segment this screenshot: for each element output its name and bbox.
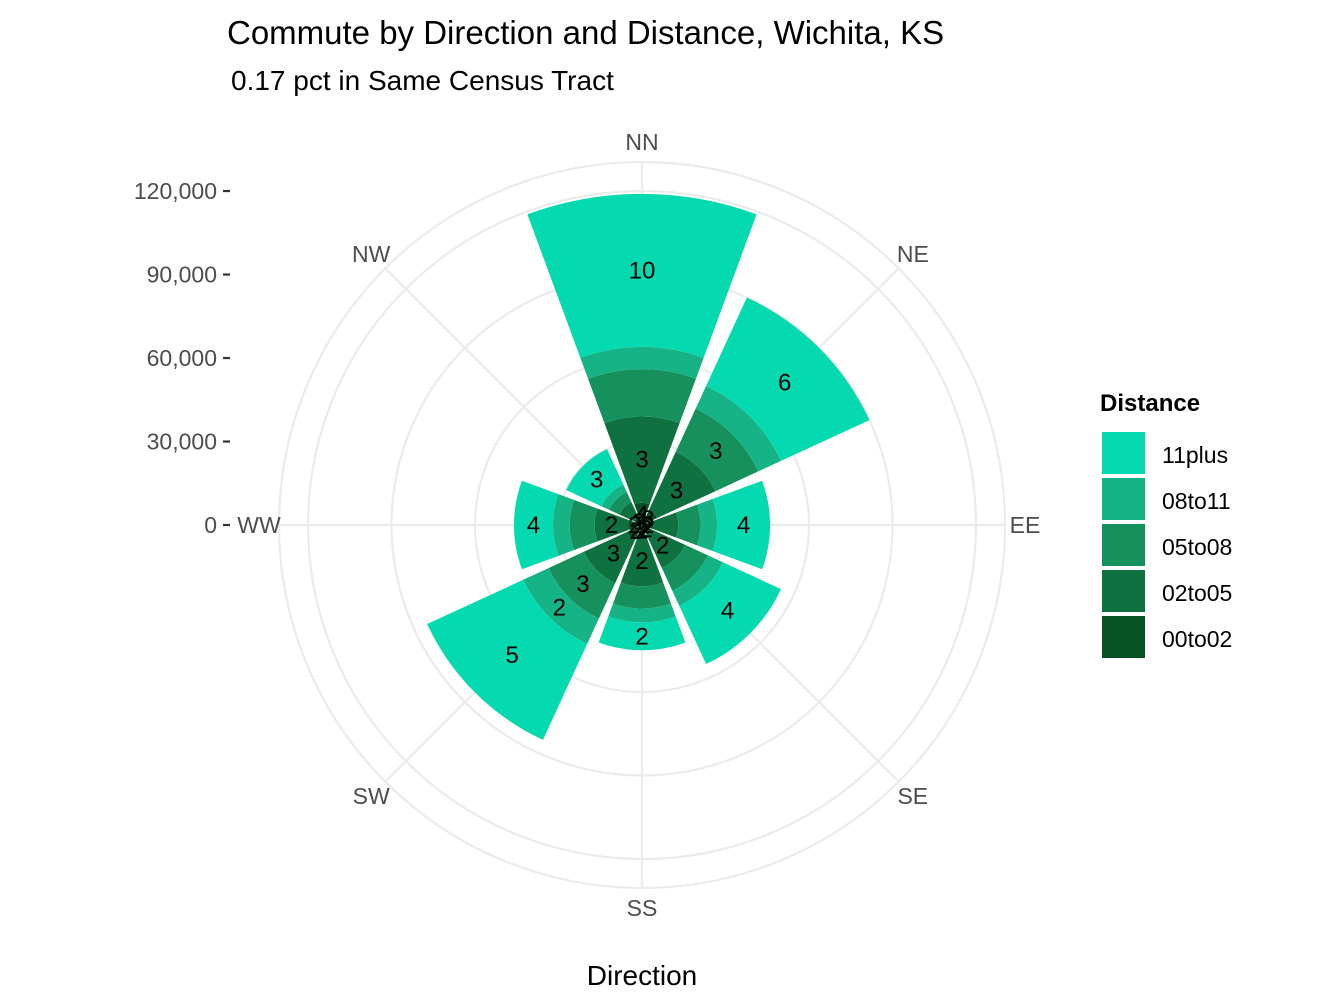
bar-label-ww-11plus: 4	[527, 512, 540, 539]
direction-label-ee: EE	[1010, 512, 1041, 538]
bar-ne-00to02	[642, 509, 658, 525]
bar-ee-02to05	[652, 512, 679, 538]
legend-swatch-08to11	[1102, 478, 1145, 520]
bar-label-ne-05to08: 3	[709, 438, 722, 465]
bar-nw-11plus	[566, 449, 624, 507]
bar-ww-00to02	[628, 520, 642, 530]
bar-se-02to05	[646, 529, 685, 568]
legend-label-08to11: 08to11	[1162, 488, 1231, 514]
bar-label-sw-05to08: 3	[576, 571, 589, 598]
bar-ne-02to05	[648, 451, 716, 519]
bar-ne-11plus	[706, 297, 870, 461]
bar-label-nn-11plus: 10	[629, 257, 656, 284]
bar-label-nw-11plus: 3	[590, 467, 603, 494]
bar-ww-05to08	[569, 499, 598, 551]
bar-label-ww-00to02: 2	[628, 512, 641, 539]
bar-label-nw-00to02: 3	[632, 509, 645, 536]
bar-se-08to11	[672, 555, 723, 606]
direction-label-sw: SW	[353, 783, 390, 809]
bar-se-11plus	[679, 562, 782, 665]
bar-label-ww-02to05: 2	[605, 512, 618, 539]
bar-label-ss-11plus: 2	[635, 623, 648, 650]
legend-swatch-05to08	[1102, 524, 1145, 566]
bar-ss-11plus	[598, 616, 686, 651]
direction-label-nw: NW	[352, 241, 391, 267]
legend: Distance 11plus 08to11 05to08 02to05 00to02	[1100, 390, 1232, 658]
bar-nw-05to08	[609, 492, 632, 515]
bar-se-05to08	[661, 544, 708, 591]
bar-nn-05to08	[588, 369, 696, 424]
bar-label-ne-11plus: 6	[778, 369, 791, 396]
x-axis-title: Direction	[587, 960, 697, 991]
legend-label-11plus: 11plus	[1162, 442, 1228, 468]
direction-label-se: SE	[897, 783, 928, 809]
tick-label-2: 60,000	[147, 345, 217, 371]
bar-label-sw-00to02: 2	[629, 518, 642, 545]
bar-label-sw-11plus: 5	[505, 642, 518, 669]
legend-title: Distance	[1100, 390, 1200, 417]
bar-nw-08to11	[601, 484, 627, 510]
legend-label-00to02: 00to02	[1162, 626, 1232, 652]
direction-label-nn: NN	[625, 129, 658, 155]
bar-ne-08to11	[695, 385, 782, 472]
bar-ee-00to02	[642, 521, 654, 529]
bar-ww-08to11	[552, 494, 575, 556]
direction-label-ne: NE	[897, 241, 929, 267]
bar-ss-05to08	[613, 582, 671, 609]
bar-label-ee-00to02: 2	[641, 512, 654, 539]
tick-label-0: 0	[204, 512, 217, 538]
bar-sw-05to08	[548, 551, 616, 619]
bar-nn-08to11	[580, 346, 704, 379]
bar-label-se-11plus: 4	[721, 598, 734, 625]
tick-label-3: 90,000	[147, 262, 217, 288]
bar-label-ss-02to05: 2	[635, 548, 648, 575]
bar-ee-05to08	[675, 504, 701, 546]
bar-label-sw-08to11: 2	[553, 595, 566, 622]
legend-label-02to05: 02to05	[1162, 580, 1232, 606]
bar-label-nn-00to02: 4	[635, 501, 648, 528]
bar-ne-05to08	[675, 408, 759, 492]
bar-label-ne-02to05: 3	[670, 478, 683, 505]
bar-label-se-00to02: 2	[639, 516, 652, 543]
tick-label-4: 120,000	[134, 178, 217, 204]
bar-label-nn-02to05: 3	[635, 447, 648, 474]
legend-swatch-00to02	[1102, 616, 1145, 658]
bar-nn-00to02	[634, 502, 650, 525]
chart-title: Commute by Direction and Distance, Wichi…	[227, 14, 944, 51]
bar-nw-00to02	[634, 517, 642, 525]
bar-label-se-02to05: 2	[656, 533, 669, 560]
bar-ee-11plus	[712, 480, 771, 570]
bar-ss-02to05	[620, 535, 664, 587]
direction-labels: NN NE EE SE SS SW WW NW	[237, 129, 1040, 921]
radial-axis: 0 30,000 60,000 90,000 120,000	[134, 178, 230, 538]
legend-swatch-02to05	[1102, 570, 1145, 612]
bar-sw-02to05	[583, 531, 636, 584]
bars	[427, 193, 870, 740]
bar-label-sw-02to05: 3	[607, 541, 620, 568]
tick-label-1: 30,000	[147, 429, 217, 455]
bar-sw-00to02	[626, 525, 642, 541]
bar-ss-00to02	[638, 525, 646, 537]
bar-nn-11plus	[527, 193, 757, 358]
bar-nn-02to05	[604, 416, 680, 505]
direction-label-ss: SS	[627, 895, 658, 921]
bar-ww-11plus	[513, 480, 559, 570]
chart-subtitle: 0.17 pct in Same Census Tract	[231, 65, 614, 96]
bar-label-ss-00to02: 2	[635, 518, 648, 545]
bar-sw-08to11	[523, 568, 599, 644]
bar-label-ee-11plus: 4	[737, 512, 750, 539]
direction-label-ww: WW	[237, 512, 281, 538]
legend-label-05to08: 05to08	[1162, 534, 1232, 560]
bar-ss-08to11	[608, 603, 676, 623]
legend-swatch-11plus	[1102, 432, 1145, 474]
bar-sw-11plus	[427, 579, 588, 740]
bar-label-ne-00to02: 3	[641, 506, 654, 533]
bar-se-00to02	[642, 525, 653, 536]
bar-ee-08to11	[696, 498, 718, 552]
bar-ww-02to05	[594, 508, 629, 542]
bar-nw-02to05	[619, 502, 639, 522]
